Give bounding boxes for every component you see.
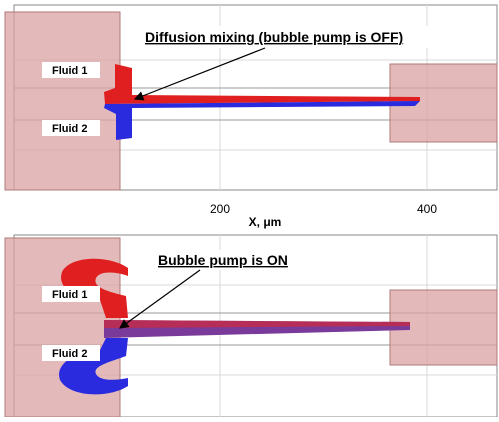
panel-on: Fluid 1 Fluid 2 Bubble pump is ON: [5, 235, 497, 417]
x-tick-label: 400: [417, 202, 437, 216]
panel-off: Fluid 1 Fluid 2 Diffusion mixing (bubble…: [5, 5, 497, 190]
fluid-label: Fluid 2: [52, 123, 87, 135]
figure: Fluid 1 Fluid 2 Diffusion mixing (bubble…: [0, 0, 499, 417]
inlet-box: [5, 12, 120, 190]
fluid-label: Fluid 1: [52, 289, 87, 301]
panel-title: Diffusion mixing (bubble pump is OFF): [145, 29, 403, 45]
fluid-label: Fluid 2: [52, 348, 87, 360]
panel-title: Bubble pump is ON: [158, 252, 288, 268]
x-axis-label: X, μm: [249, 215, 282, 229]
x-tick-label: 200: [210, 202, 230, 216]
fluid-label: Fluid 1: [52, 65, 87, 77]
